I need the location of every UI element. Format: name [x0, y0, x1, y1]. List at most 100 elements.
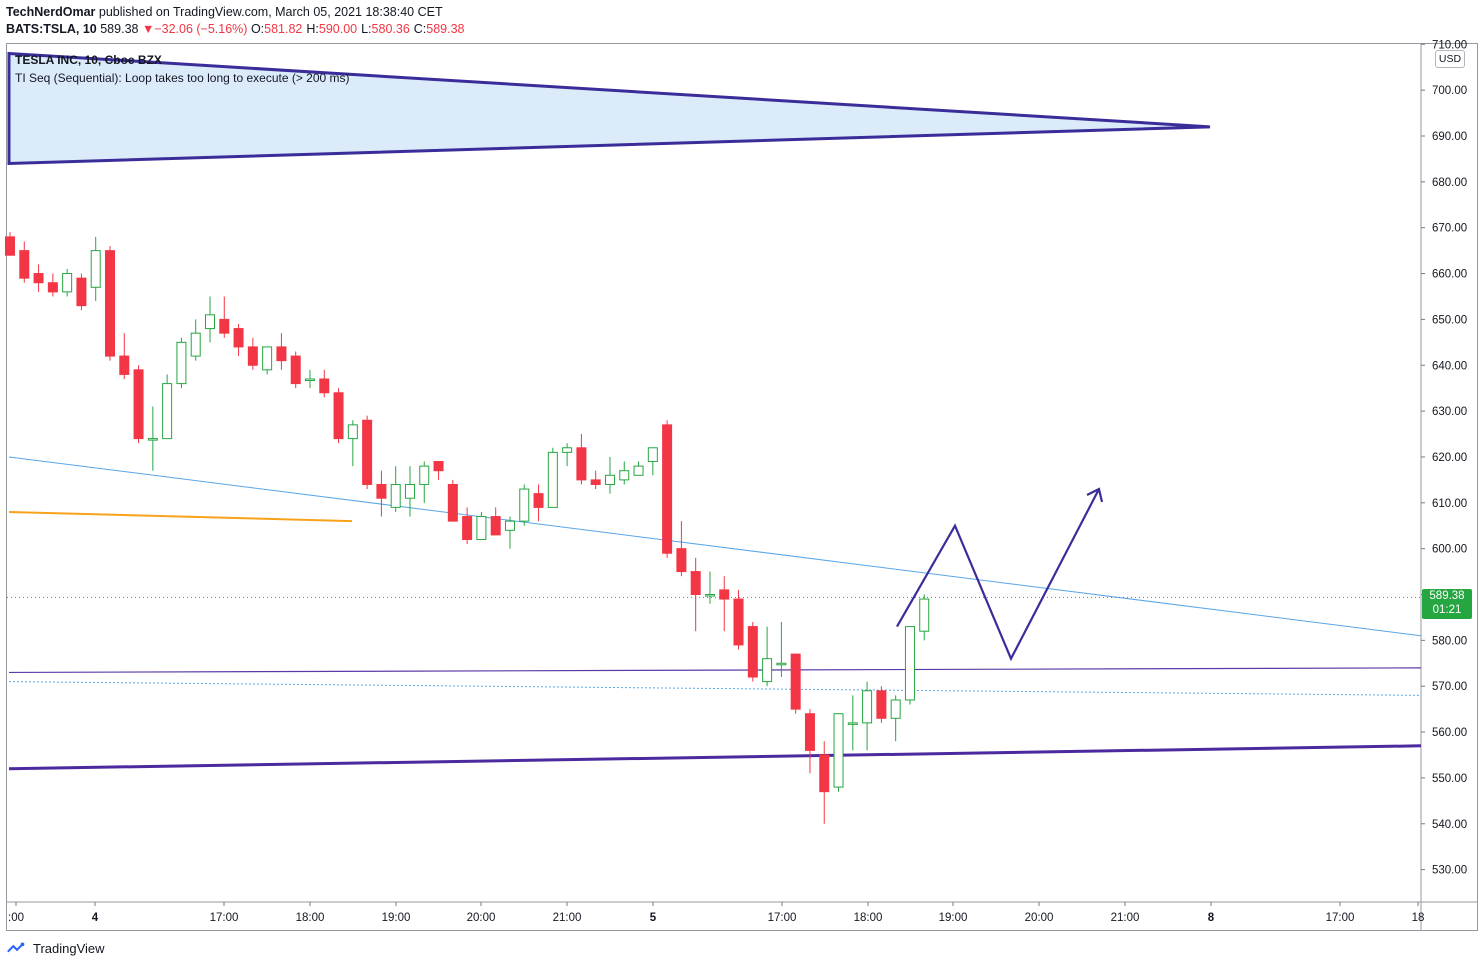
candle-body [662, 424, 673, 554]
candle-body [862, 690, 873, 724]
low-label: L: [361, 22, 372, 36]
candle-body [776, 662, 787, 666]
candle-body [604, 474, 615, 485]
x-tick-label: 18 [1412, 912, 1425, 924]
y-tick-label: 530.00 [1432, 865, 1467, 877]
candle-body [176, 341, 187, 385]
chart-frame[interactable] [6, 43, 1478, 931]
candle-body [219, 318, 230, 334]
y-tick-label: 630.00 [1432, 406, 1467, 418]
x-tick-label: 5 [650, 912, 657, 924]
candle-body [447, 483, 458, 522]
candle-body [547, 451, 558, 508]
candle-body [62, 273, 73, 293]
candle-body [276, 346, 287, 362]
tradingview-logo-icon [7, 942, 25, 953]
x-tick-label: :00 [8, 912, 24, 924]
tradingview-brand: TradingView [33, 940, 105, 956]
y-tick-label: 550.00 [1432, 773, 1467, 785]
y-tick-label: 710.00 [1432, 39, 1467, 51]
y-tick-label: 600.00 [1432, 544, 1467, 556]
candle-body [90, 250, 101, 288]
candle-body [347, 424, 358, 440]
y-tick-label: 690.00 [1432, 131, 1467, 143]
y-tick-label: 620.00 [1432, 452, 1467, 464]
x-tick-label: 21:00 [553, 912, 582, 924]
candle-body [919, 598, 930, 632]
y-tick-label: 670.00 [1432, 223, 1467, 235]
candle-body [362, 419, 373, 485]
candle-body [247, 346, 258, 366]
legend-indicator: TI Seq (Sequential): Loop takes too long… [15, 71, 350, 85]
x-tick-label: 20:00 [1025, 912, 1054, 924]
y-tick-label: 570.00 [1432, 681, 1467, 693]
candle-body [190, 332, 201, 357]
candle-body [333, 392, 344, 440]
candle-body [404, 483, 415, 499]
candle-body [5, 236, 15, 256]
candle-body [262, 346, 273, 371]
candle-body [633, 465, 644, 476]
candle-body [390, 483, 401, 508]
low-value: 580.36 [371, 22, 410, 36]
author-name[interactable]: TechNerdOmar [6, 5, 96, 19]
currency-label[interactable]: USD [1435, 50, 1465, 68]
candle-body [319, 378, 330, 394]
candle-body [890, 699, 901, 719]
candle-body [876, 690, 887, 719]
tradingview-footer[interactable]: TradingView [6, 940, 105, 956]
x-tick-label: 17:00 [210, 912, 239, 924]
candle-body [204, 314, 215, 330]
candle-body [647, 447, 658, 463]
candle-body [290, 355, 301, 385]
candle-body [476, 516, 487, 540]
candle-body [676, 548, 687, 573]
x-tick-label: 21:00 [1111, 912, 1140, 924]
candle-body [147, 438, 158, 441]
down-arrow-icon: ▼ [141, 22, 155, 36]
candle-body [233, 328, 244, 348]
publish-text: published on TradingView.com, March 05, … [98, 5, 443, 19]
triangle-pattern [7, 51, 1211, 166]
candle-body [576, 447, 587, 481]
high-label: H: [306, 22, 319, 36]
candle-body [104, 250, 115, 357]
candle-body [304, 378, 315, 382]
candle-body [719, 589, 730, 600]
candle-body [490, 516, 501, 536]
projection-path [896, 488, 1100, 662]
high-value: 590.00 [318, 22, 358, 36]
y-tick-label: 540.00 [1432, 819, 1467, 831]
dotted-trendline [8, 681, 1422, 696]
y-tick-label: 640.00 [1432, 360, 1467, 372]
y-tick-label: 610.00 [1432, 498, 1467, 510]
candle-body [790, 653, 801, 710]
y-tick-label: 560.00 [1432, 727, 1467, 739]
y-tick-label: 680.00 [1432, 177, 1467, 189]
candle-body [690, 571, 701, 596]
y-tick-label: 660.00 [1432, 269, 1467, 281]
candle-body [590, 479, 601, 485]
x-tick-label: 18:00 [854, 912, 883, 924]
candle-body [762, 658, 773, 683]
candle-body [619, 470, 630, 481]
y-tick-label: 650.00 [1432, 314, 1467, 326]
candle-body [376, 483, 387, 499]
x-tick-label: 19:00 [382, 912, 411, 924]
last-price: 589.38 [100, 22, 139, 36]
candle-body [704, 594, 715, 597]
ohlc-header: BATS:TSLA, 10 589.38 ▼−32.06 (−5.16%) O:… [6, 22, 469, 36]
legend-title: TESLA INC, 10, Cboe BZX [15, 53, 162, 67]
projection-arrow-head [1086, 487, 1104, 503]
candle-body [833, 713, 844, 788]
candle-body [519, 488, 530, 522]
candle-body [462, 516, 473, 540]
x-tick-label: 20:00 [467, 912, 496, 924]
candle-body [76, 277, 87, 307]
last-price-tag: 589.38 01:21 [1422, 589, 1472, 619]
publish-info: TechNerdOmar published on TradingView.co… [6, 5, 443, 19]
x-tick-label: 17:00 [768, 912, 797, 924]
x-tick-label: 19:00 [939, 912, 968, 924]
candle-body [433, 461, 444, 472]
